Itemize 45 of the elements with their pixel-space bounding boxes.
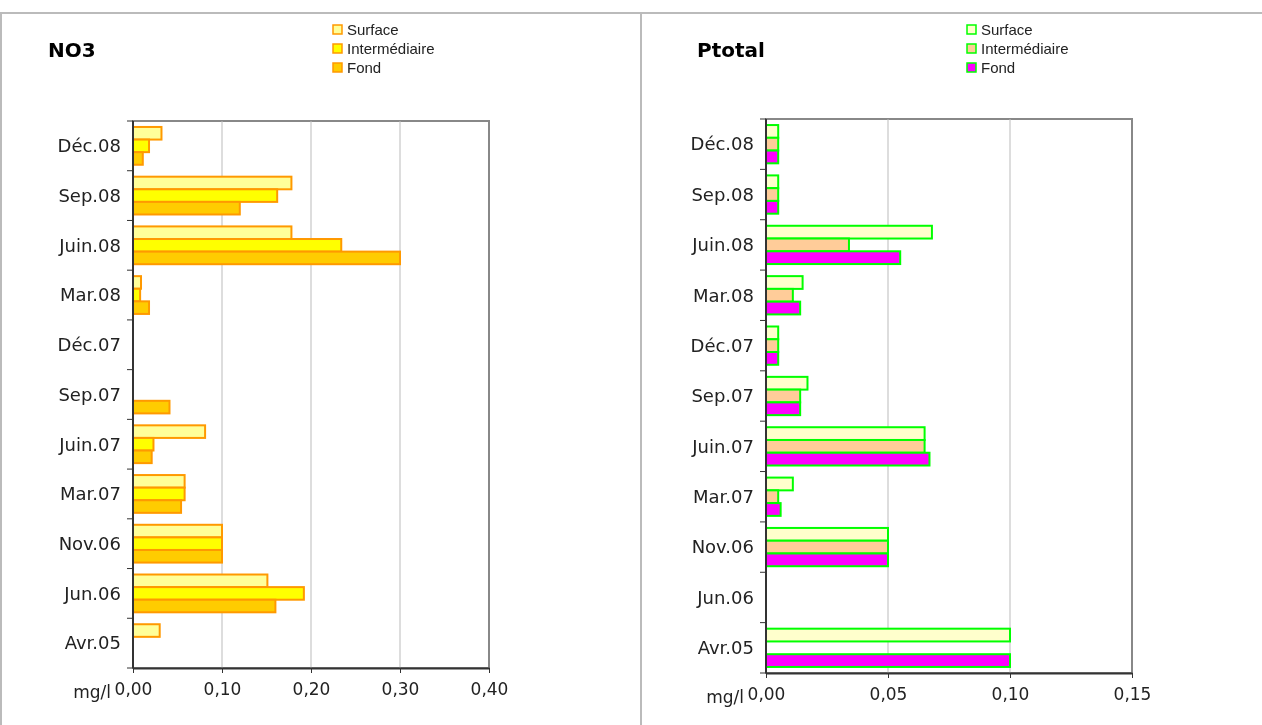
chart-title: NO3 (48, 38, 96, 62)
y-tick-label: Sep.08 (691, 183, 754, 205)
y-tick-label: Déc.07 (690, 334, 754, 356)
y-tick-label: Juin.08 (58, 234, 121, 256)
y-tick-label: Jun.06 (63, 582, 121, 604)
x-axis-title: mg/l (706, 687, 744, 707)
y-tick-label: Avr.05 (64, 632, 121, 654)
x-tick-label: 0,40 (470, 678, 509, 699)
bar (765, 627, 1011, 643)
y-tick-label: Avr.05 (697, 637, 754, 659)
chart-title: Ptotal (697, 38, 765, 62)
y-tick-label: Déc.07 (57, 334, 121, 356)
legend-label: Fond (981, 59, 1016, 77)
y-tick-label: Mar.08 (60, 284, 121, 306)
legend-label: Surface (347, 21, 399, 39)
x-tick-label: 0,30 (381, 678, 420, 699)
x-tick-label: 0,00 (747, 683, 786, 704)
y-tick-label: Mar.07 (60, 483, 121, 505)
y-tick-label: Sep.07 (58, 383, 121, 405)
legend-label: Surface (981, 21, 1033, 39)
bar (132, 623, 161, 638)
x-tick-label: 0,00 (114, 678, 153, 699)
y-tick-label: Déc.08 (690, 133, 754, 155)
y-tick-label: Sep.08 (58, 184, 121, 206)
x-tick-label: 0,10 (991, 683, 1030, 704)
x-tick-label: 0,05 (869, 683, 908, 704)
y-tick-label: Jun.06 (696, 586, 754, 608)
y-tick-label: Mar.07 (693, 486, 754, 508)
y-tick-label: Nov.06 (58, 532, 121, 554)
x-tick-label: 0,20 (292, 678, 331, 699)
y-tick-label: Juin.07 (58, 433, 121, 455)
x-axis-title: mg/l (73, 682, 111, 702)
y-tick-label: Déc.08 (57, 135, 121, 157)
y-tick-label: Mar.08 (693, 284, 754, 306)
legend-label: Intermédiaire (981, 40, 1069, 58)
legend-label: Intermédiaire (347, 40, 435, 58)
y-tick-label: Nov.06 (691, 536, 754, 558)
y-tick-label: Juin.07 (691, 435, 754, 457)
y-tick-label: Juin.08 (691, 234, 754, 256)
x-tick-label: 0,15 (1113, 683, 1152, 704)
legend-label: Fond (347, 59, 382, 77)
bar (132, 399, 171, 415)
bar (765, 653, 1011, 668)
y-tick-label: Sep.07 (691, 385, 754, 407)
x-tick-label: 0,10 (203, 678, 242, 699)
